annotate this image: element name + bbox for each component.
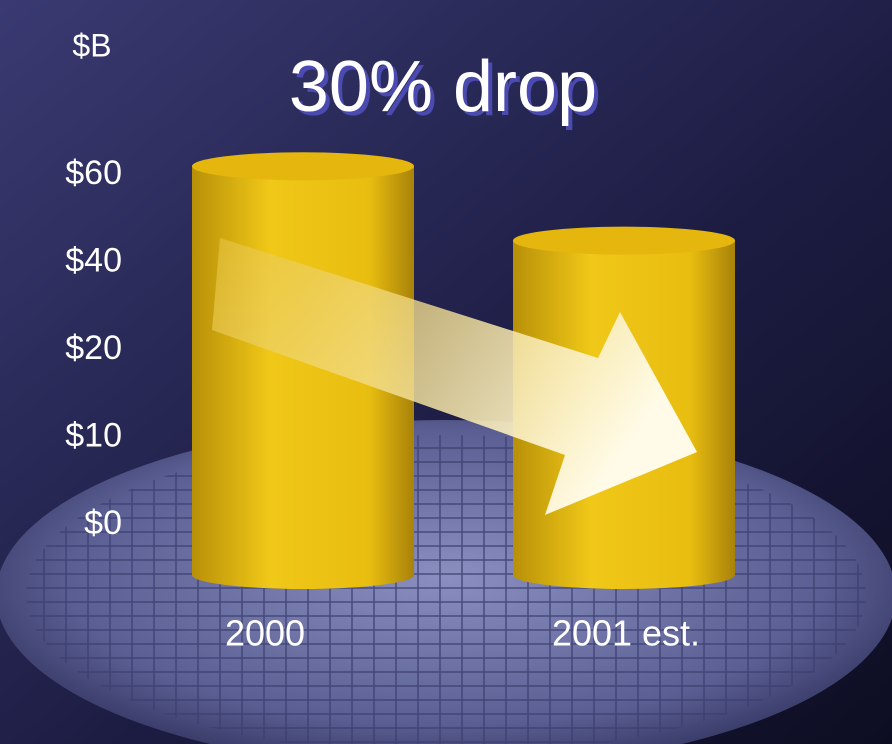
- drop-arrow: [212, 238, 697, 515]
- y-tick-label: $40: [65, 241, 122, 279]
- bar-top: [513, 226, 735, 255]
- y-tick-label: $10: [65, 416, 122, 454]
- title-shadow: 30% drop: [293, 51, 601, 131]
- wafer-grid: [26, 435, 866, 744]
- x-tick-label: 2001 est.: [552, 613, 700, 654]
- y-tick-label: $0: [84, 504, 122, 542]
- bar-top: [192, 152, 414, 181]
- x-tick-label: 2000: [225, 613, 305, 654]
- y-tick-label: $20: [65, 329, 122, 367]
- y-axis-label: $B: [72, 27, 111, 63]
- y-tick-label: $60: [65, 154, 122, 192]
- chart-title: 30% drop: [289, 47, 597, 127]
